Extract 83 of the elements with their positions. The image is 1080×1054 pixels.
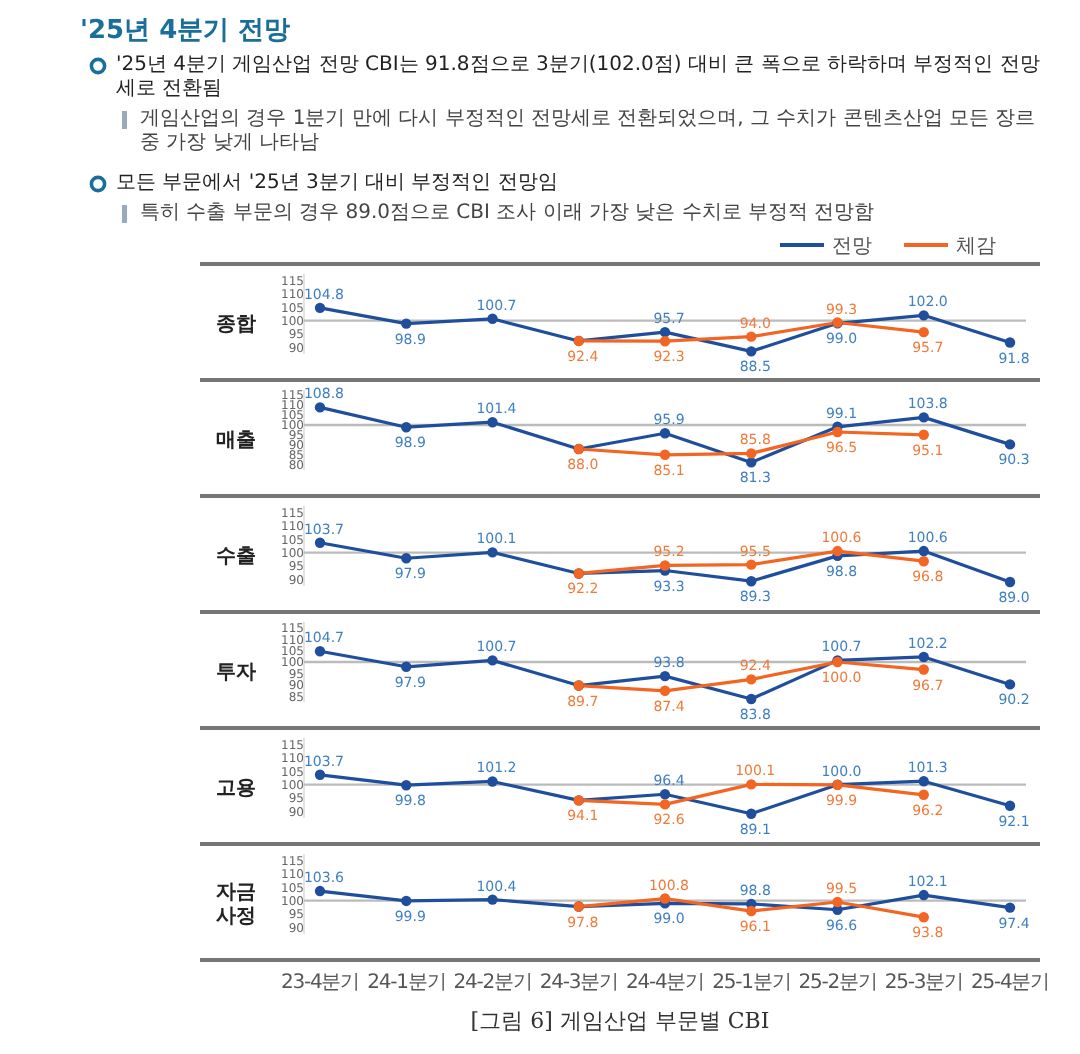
point [401, 318, 412, 329]
point [746, 808, 757, 819]
point [401, 422, 412, 433]
point [1004, 800, 1016, 811]
point [314, 402, 326, 413]
y-axis-title: 투자 [216, 662, 256, 684]
point [832, 545, 843, 557]
text: 모든 부문에서 '25년 3분기 대비 부정적인 전망임 [116, 172, 558, 194]
legend-label: 체감 [956, 236, 996, 258]
point [659, 449, 671, 460]
point [659, 789, 671, 800]
point [918, 412, 929, 423]
point [832, 426, 843, 438]
point [918, 556, 929, 567]
point [487, 776, 498, 787]
x-tick-label: 25-1분기 [712, 972, 791, 994]
point [314, 537, 326, 548]
chart-title: '25년 4분기 전망 [80, 14, 291, 48]
text: [그림 6] 게임산업 부문별 CBI [470, 1008, 770, 1034]
y-axis-title: 수출 [216, 546, 256, 568]
y-axis-title: 매출 [216, 430, 256, 452]
point [487, 894, 498, 905]
x-tick-label: 24-3분기 [539, 972, 618, 994]
point [746, 559, 757, 570]
point [746, 674, 757, 685]
point [746, 905, 757, 917]
point [401, 780, 412, 791]
point [314, 302, 326, 314]
point [1004, 902, 1016, 913]
point [487, 313, 498, 324]
y-axis-title: 종합 [216, 314, 256, 336]
point [659, 893, 671, 904]
point [487, 655, 498, 666]
point [487, 547, 498, 558]
text: '25년 4분기 게임산업 전망 CBI는 91.8점으로 3분기(102.0점) 대비 큰 폭으로 하락하며 부정적인 전망세로 전환됨 [116, 54, 1040, 100]
point [918, 651, 929, 663]
text: 게임산업의 경우 1분기 만에 다시 부정적인 전망세로 전환되었으며, 그 수치가 콘텐츠산업 모든 장르 중 가장 낮게 나타남 [140, 108, 1036, 154]
point [659, 336, 671, 347]
point [314, 646, 326, 657]
x-tick-label: 24-1분기 [367, 972, 446, 994]
x-tick-label: 24-4분기 [625, 972, 705, 994]
point [659, 670, 671, 682]
y-axis-title: 고용 [216, 778, 256, 800]
point [918, 789, 929, 800]
point [487, 417, 498, 428]
legend-label: 전망 [832, 236, 872, 258]
point [918, 776, 929, 787]
point [918, 912, 929, 923]
point [1004, 337, 1016, 348]
point [918, 889, 929, 901]
point [401, 895, 412, 907]
point [746, 331, 757, 342]
point [832, 896, 843, 908]
point [918, 429, 929, 440]
point [659, 685, 671, 696]
point [918, 310, 929, 321]
point [746, 448, 757, 459]
point [918, 664, 929, 675]
text: 특히 수출 부문의 경우 89.0점으로 CBI 조사 이래 가장 낮은 수치로 부정적 전망함 [140, 202, 875, 224]
point [401, 661, 412, 672]
point [659, 799, 671, 810]
point [1004, 679, 1016, 690]
x-tick-label: 25-2분기 [798, 972, 877, 994]
y-axis-title: 자금 사정 [216, 882, 256, 928]
point [746, 576, 757, 587]
point [401, 553, 412, 564]
point [314, 769, 326, 780]
x-tick-label: 24-2분기 [453, 972, 532, 994]
point [314, 885, 326, 897]
point [659, 428, 671, 439]
point [659, 326, 671, 338]
point [1004, 576, 1016, 588]
point [746, 457, 757, 468]
x-tick-label: 25-4분기 [970, 972, 1050, 994]
x-tick-label: 23-4분기 [280, 972, 360, 994]
point [918, 326, 929, 338]
point [918, 545, 929, 557]
point [659, 560, 671, 571]
point [1004, 439, 1016, 450]
point [746, 693, 757, 705]
point [746, 779, 757, 790]
point [746, 346, 757, 357]
x-tick-label: 25-3분기 [884, 972, 963, 994]
